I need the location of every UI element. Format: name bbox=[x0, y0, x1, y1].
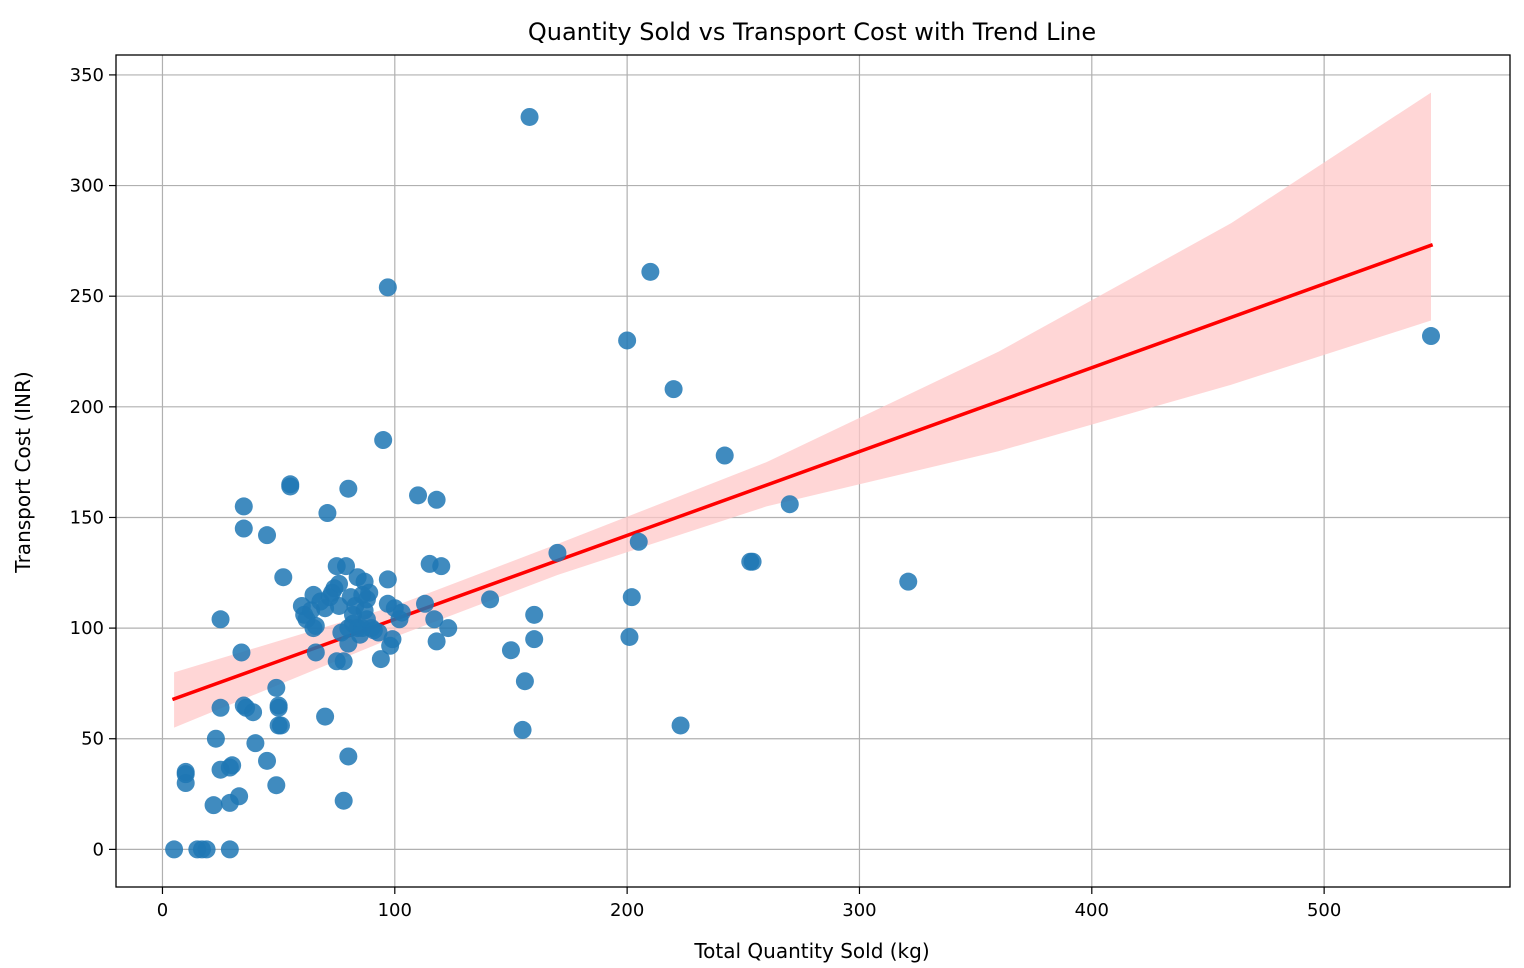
scatter-point bbox=[330, 574, 349, 593]
scatter-point bbox=[641, 262, 660, 281]
scatter-point bbox=[374, 431, 393, 450]
scatter-point bbox=[267, 776, 286, 795]
scatter-point bbox=[409, 486, 428, 505]
x-tick-label: 0 bbox=[157, 900, 168, 921]
scatter-point bbox=[271, 716, 290, 735]
scatter-point bbox=[223, 756, 242, 775]
scatter-point bbox=[244, 703, 263, 722]
scatter-point bbox=[664, 380, 683, 399]
plot-frame bbox=[115, 54, 1511, 888]
x-tick-label: 300 bbox=[842, 900, 876, 921]
scatter-point bbox=[234, 519, 253, 538]
y-axis-label: Transport Cost (INR) bbox=[11, 371, 35, 573]
scatter-point bbox=[525, 605, 544, 624]
y-tick-label: 250 bbox=[70, 286, 104, 307]
scatter-point bbox=[392, 603, 411, 622]
scatter-point bbox=[378, 570, 397, 589]
scatter-point bbox=[269, 696, 288, 715]
scatter-point bbox=[318, 504, 337, 523]
x-tick-label: 100 bbox=[378, 900, 412, 921]
scatter-point bbox=[432, 557, 451, 576]
scatter-point bbox=[220, 840, 239, 859]
scatter-point bbox=[334, 652, 353, 671]
scatter-point bbox=[548, 543, 567, 562]
scatter-point bbox=[1422, 327, 1441, 346]
scatter-point bbox=[306, 616, 325, 635]
scatter-point bbox=[416, 594, 435, 613]
scatter-point bbox=[525, 630, 544, 649]
y-tick-label: 200 bbox=[70, 397, 104, 418]
scatter-point bbox=[274, 568, 293, 587]
scatter-point bbox=[427, 490, 446, 509]
scatter-point bbox=[629, 532, 648, 551]
scatter-point bbox=[339, 479, 358, 498]
y-tick-label: 100 bbox=[70, 618, 104, 639]
ticks-layer: 0 100 200 300 400 500 0 50 100 150 200 250 300 350 bbox=[70, 65, 1342, 921]
scatter-point bbox=[234, 497, 253, 516]
scatter-point bbox=[369, 623, 388, 642]
x-tick-label: 200 bbox=[610, 900, 644, 921]
chart-title: Quantity Sold vs Transport Cost with Tre… bbox=[528, 18, 1096, 46]
scatter-point bbox=[427, 632, 446, 651]
scatter-point bbox=[378, 278, 397, 297]
scatter-point bbox=[620, 627, 639, 646]
y-tick-label: 50 bbox=[81, 729, 104, 750]
scatter-point bbox=[520, 107, 539, 126]
scatter-point bbox=[360, 583, 379, 602]
y-tick-label: 150 bbox=[70, 507, 104, 528]
confidence-band-layer bbox=[174, 92, 1432, 728]
x-tick-label: 400 bbox=[1075, 900, 1109, 921]
scatter-point bbox=[230, 787, 249, 806]
points-layer bbox=[165, 107, 1441, 859]
scatter-point bbox=[232, 643, 251, 662]
scatter-point bbox=[513, 720, 532, 739]
scatter-point bbox=[339, 747, 358, 766]
scatter-point bbox=[515, 672, 534, 691]
scatter-point bbox=[204, 796, 223, 815]
scatter-point bbox=[743, 552, 762, 571]
scatter-point bbox=[715, 446, 734, 465]
scatter-point bbox=[439, 619, 458, 638]
scatter-point bbox=[337, 557, 356, 576]
scatter-point bbox=[622, 588, 641, 607]
scatter-point bbox=[246, 734, 265, 753]
scatter-point bbox=[211, 698, 230, 717]
scatter-point bbox=[899, 572, 918, 591]
scatter-point bbox=[306, 643, 325, 662]
x-tick-label: 500 bbox=[1307, 900, 1341, 921]
scatter-point bbox=[316, 707, 335, 726]
x-axis-label: Total Quantity Sold (kg) bbox=[693, 939, 929, 963]
scatter-point bbox=[211, 610, 230, 629]
scatter-point bbox=[383, 630, 402, 649]
scatter-point bbox=[425, 610, 444, 629]
trend-line bbox=[171, 243, 1434, 702]
y-tick-label: 300 bbox=[70, 176, 104, 197]
scatter-point bbox=[780, 495, 799, 514]
scatter-point bbox=[671, 716, 690, 735]
trend-line-layer bbox=[171, 243, 1434, 702]
scatter-point bbox=[206, 729, 225, 748]
confidence-band bbox=[174, 92, 1432, 728]
scatter-point bbox=[501, 641, 520, 660]
scatter-point bbox=[258, 526, 277, 545]
scatter-point bbox=[176, 762, 195, 781]
scatter-point bbox=[618, 331, 637, 350]
scatter-point bbox=[165, 840, 184, 859]
y-tick-label: 350 bbox=[70, 65, 104, 86]
scatter-point bbox=[267, 678, 286, 697]
scatter-point bbox=[197, 840, 216, 859]
scatter-point bbox=[334, 791, 353, 810]
scatter-point bbox=[258, 751, 277, 770]
scatter-point bbox=[281, 477, 300, 496]
y-tick-label: 0 bbox=[93, 839, 104, 860]
scatter-point bbox=[371, 650, 390, 669]
scatter-point bbox=[481, 590, 500, 609]
